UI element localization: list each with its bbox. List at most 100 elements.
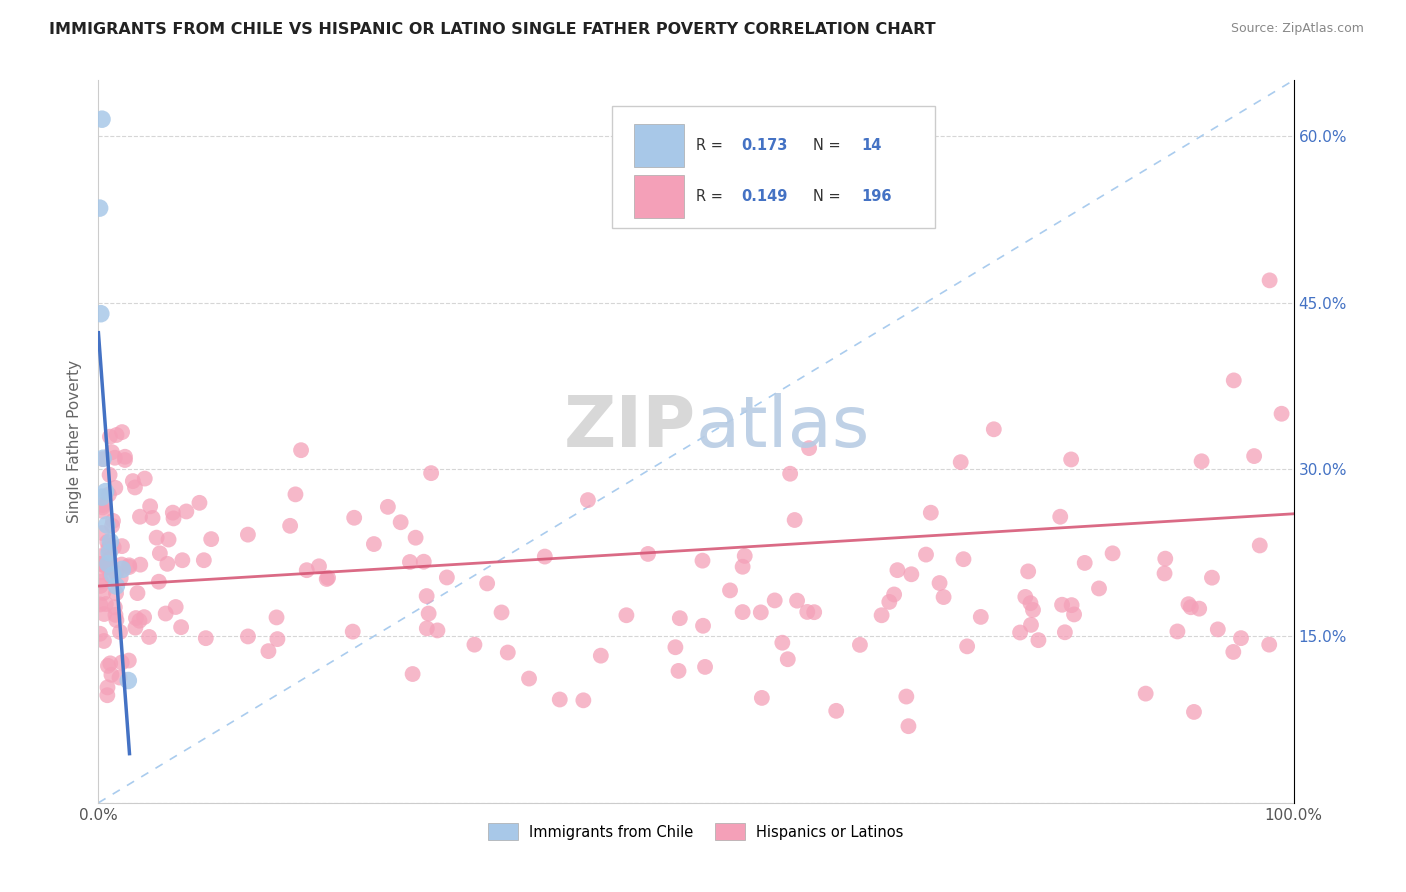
Point — [1188, 601, 1211, 615]
Point — [121, 474, 143, 488]
Point — [104, 607, 127, 622]
Point — [463, 638, 485, 652]
Point — [104, 600, 127, 615]
Point — [91, 112, 114, 127]
Point — [1101, 546, 1123, 560]
Point — [284, 487, 307, 501]
Text: R =: R = — [696, 189, 727, 204]
Point — [1010, 625, 1032, 640]
Point — [308, 559, 330, 574]
Point — [983, 422, 1005, 436]
FancyBboxPatch shape — [634, 124, 685, 167]
Point — [91, 498, 114, 512]
Point — [155, 607, 177, 621]
Point — [89, 557, 111, 571]
Point — [401, 667, 423, 681]
Point — [101, 518, 124, 533]
Point — [1182, 705, 1205, 719]
Text: atlas: atlas — [696, 392, 870, 461]
Point — [1154, 551, 1177, 566]
Point — [803, 605, 825, 619]
Point — [932, 590, 955, 604]
Point — [796, 605, 818, 619]
Point — [1019, 618, 1042, 632]
Point — [236, 527, 259, 541]
Point — [900, 567, 922, 582]
Point — [883, 587, 905, 601]
Point — [637, 547, 659, 561]
Point — [316, 571, 339, 585]
Point — [93, 586, 115, 600]
Point — [149, 546, 172, 560]
Point — [1135, 687, 1157, 701]
Point — [1050, 598, 1073, 612]
Point — [96, 681, 118, 695]
Point — [117, 673, 139, 688]
Point — [104, 566, 127, 580]
Point — [111, 425, 134, 439]
Point — [533, 549, 555, 564]
Point — [418, 607, 440, 621]
Point — [886, 563, 908, 577]
Point — [734, 549, 756, 563]
Point — [127, 586, 149, 600]
Point — [928, 576, 950, 591]
Point — [105, 613, 128, 627]
Point — [91, 504, 114, 518]
Point — [1201, 571, 1223, 585]
Text: 196: 196 — [860, 189, 891, 204]
Point — [278, 518, 301, 533]
Point — [91, 451, 114, 466]
Point — [1191, 454, 1213, 468]
Point — [111, 656, 134, 670]
FancyBboxPatch shape — [634, 176, 685, 218]
Point — [94, 597, 117, 611]
Point — [100, 569, 122, 583]
Point — [897, 719, 920, 733]
Point — [315, 572, 337, 586]
Text: N =: N = — [813, 189, 845, 204]
Point — [165, 600, 187, 615]
Point — [718, 583, 741, 598]
Point — [124, 480, 146, 494]
Point — [896, 690, 918, 704]
Point — [1166, 624, 1188, 639]
Point — [548, 692, 571, 706]
Point — [108, 625, 131, 640]
Point — [1019, 596, 1042, 610]
Point — [193, 553, 215, 567]
Point — [731, 559, 754, 574]
Point — [1022, 603, 1045, 617]
Point — [399, 555, 422, 569]
Point — [98, 657, 121, 671]
Point — [236, 629, 259, 643]
Point — [111, 562, 134, 576]
Point — [1053, 625, 1076, 640]
Point — [134, 472, 156, 486]
Point — [162, 506, 184, 520]
Point — [118, 558, 141, 573]
Point — [91, 526, 114, 541]
Point — [104, 450, 127, 465]
Point — [783, 513, 806, 527]
Point — [91, 452, 114, 467]
Point — [1222, 645, 1244, 659]
Point — [420, 466, 443, 480]
Point — [188, 496, 211, 510]
Point — [1153, 566, 1175, 581]
Point — [475, 576, 498, 591]
Point — [90, 574, 112, 589]
Point — [668, 664, 690, 678]
Point — [692, 554, 714, 568]
Point — [779, 467, 801, 481]
Point — [1177, 597, 1199, 611]
Point — [295, 563, 318, 577]
Point — [89, 201, 111, 215]
Point — [496, 646, 519, 660]
Point — [1249, 538, 1271, 552]
Point — [105, 579, 128, 593]
Point — [1258, 273, 1281, 287]
Point — [970, 610, 993, 624]
Point — [915, 548, 938, 562]
Point — [162, 511, 184, 525]
